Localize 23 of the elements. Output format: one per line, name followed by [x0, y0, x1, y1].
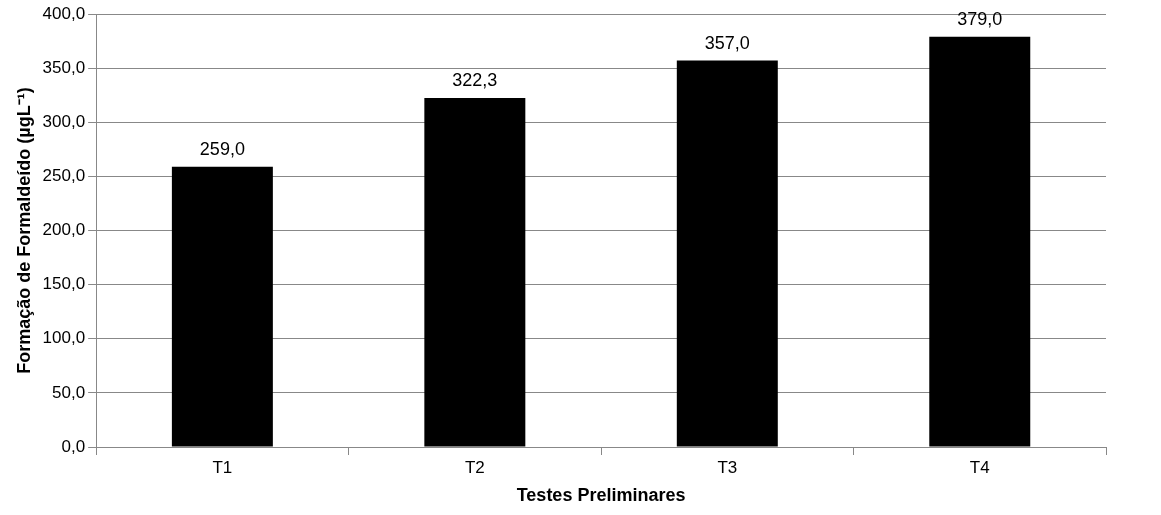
- bar: [424, 98, 526, 447]
- bar: [676, 60, 778, 447]
- x-tick-label: T3: [717, 457, 738, 477]
- data-label: 259,0: [199, 138, 245, 159]
- y-tick-label: 200,0: [42, 220, 86, 240]
- y-tick-label: 150,0: [42, 274, 86, 294]
- x-axis-title: Testes Preliminares: [516, 485, 686, 506]
- y-tick-label: 250,0: [42, 166, 86, 186]
- bar: [929, 36, 1031, 447]
- x-tick-label: T4: [969, 457, 990, 477]
- y-tick-label: 50,0: [52, 382, 86, 402]
- y-tick-label: 100,0: [42, 328, 86, 348]
- y-tick-label: 350,0: [42, 57, 86, 77]
- data-label: 379,0: [957, 8, 1003, 29]
- data-label: 322,3: [452, 70, 498, 91]
- data-label: 357,0: [704, 32, 750, 53]
- bar: [171, 166, 273, 447]
- y-tick-label: 300,0: [42, 111, 86, 131]
- y-tick-label: 0,0: [61, 436, 86, 456]
- y-tick-label: 400,0: [42, 3, 86, 23]
- y-axis-title: Formação de Formaldeído (µgL⁻¹): [13, 87, 34, 374]
- x-tick-label: T1: [212, 457, 233, 477]
- x-tick-label: T2: [464, 457, 485, 477]
